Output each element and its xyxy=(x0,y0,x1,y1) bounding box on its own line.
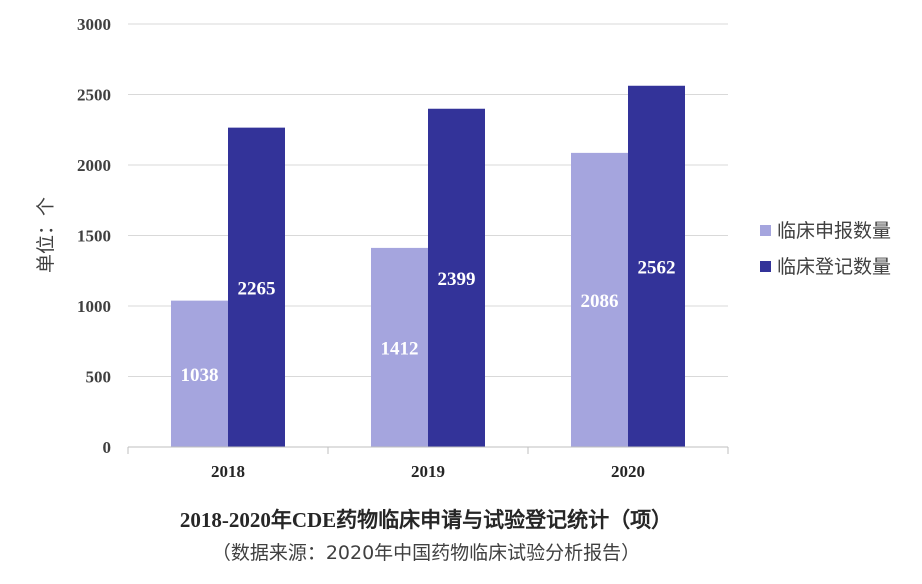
chart-title: 2018-2020年CDE药物临床申请与试验登记统计（项） xyxy=(180,508,672,532)
bar xyxy=(171,300,228,447)
data-label: 2399 xyxy=(438,269,476,290)
bar xyxy=(428,108,485,447)
y-tick-label: 500 xyxy=(86,368,112,387)
y-tick-label: 1000 xyxy=(77,297,111,316)
y-tick-label: 2000 xyxy=(77,156,111,175)
data-labels: 1038 2265 1412 2399 2086 2562 xyxy=(181,257,676,385)
data-label: 2562 xyxy=(638,257,676,278)
bars xyxy=(171,85,685,448)
data-label: 2086 xyxy=(581,291,619,312)
bar xyxy=(628,85,685,448)
bar xyxy=(371,247,428,447)
x-tick-label: 2018 xyxy=(211,462,245,481)
bar xyxy=(228,127,285,447)
axes: 0 500 1000 1500 2000 2500 3000 2018 2019 2020 xyxy=(77,15,729,481)
data-label: 2265 xyxy=(238,278,276,299)
legend-swatch xyxy=(760,261,771,272)
legend-label: 临床申报数量 xyxy=(777,220,891,242)
x-tick-label: 2019 xyxy=(411,462,445,481)
y-tick-label: 0 xyxy=(103,438,112,457)
chart-subtitle: （数据来源：2020年中国药物临床试验分析报告） xyxy=(212,542,640,564)
y-tick-label: 1500 xyxy=(77,227,111,246)
legend-label: 临床登记数量 xyxy=(777,256,891,278)
y-axis-label: 单位：个 xyxy=(35,197,57,273)
legend-swatch xyxy=(760,225,771,236)
data-label: 1038 xyxy=(181,365,219,386)
bar xyxy=(571,152,628,447)
x-tick-label: 2020 xyxy=(611,462,645,481)
data-label: 1412 xyxy=(381,338,419,359)
y-tick-label: 2500 xyxy=(77,86,111,105)
y-tick-label: 3000 xyxy=(77,15,111,34)
